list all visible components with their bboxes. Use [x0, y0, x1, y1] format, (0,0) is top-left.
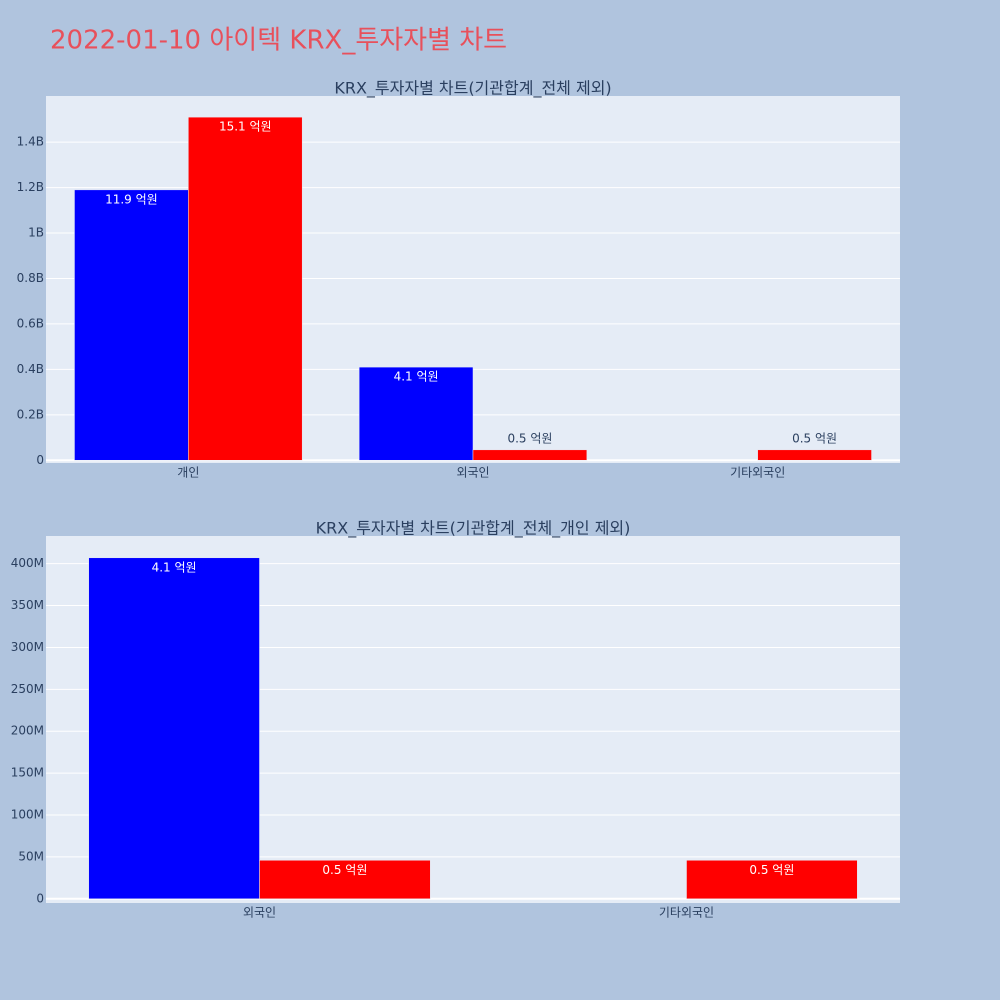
x-tick-label: 외국인	[243, 906, 276, 920]
bar	[358, 366, 474, 461]
chart-title: KRX_투자자별 차트(기관합계_전체 제외)	[334, 79, 611, 99]
y-tick-label: 0.2B	[17, 407, 44, 421]
bar	[757, 449, 872, 461]
value-label: 4.1 억원	[152, 560, 197, 574]
x-tick-label: 외국인	[456, 466, 489, 480]
x-tick-label: 개인	[177, 466, 199, 480]
y-tick-label: 1.4B	[17, 135, 44, 149]
y-tick-label: 150M	[11, 766, 44, 780]
value-label: 4.1 억원	[394, 370, 439, 384]
y-tick-label: 0.6B	[17, 316, 44, 330]
y-tick-label: 1B	[28, 226, 44, 240]
y-tick-label: 0.8B	[17, 271, 44, 285]
y-tick-label: 0	[36, 453, 44, 467]
x-tick-label: 기타외국인	[730, 466, 785, 480]
value-label: 0.5 억원	[792, 431, 837, 445]
y-tick-label: 350M	[11, 598, 44, 612]
bar	[74, 189, 189, 461]
y-tick-label: 0.4B	[17, 362, 44, 376]
y-tick-label: 400M	[11, 556, 44, 570]
x-tick-label: 기타외국인	[659, 906, 714, 920]
y-tick-label: 300M	[11, 640, 44, 654]
y-tick-label: 250M	[11, 682, 44, 696]
page-title: 2022-01-10 아이텍 KRX_투자자별 차트	[50, 26, 507, 56]
value-label: 0.5 억원	[507, 431, 552, 445]
bar	[88, 557, 260, 900]
bar	[472, 449, 588, 461]
y-tick-label: 1.2B	[17, 180, 44, 194]
y-tick-label: 0	[36, 891, 44, 905]
value-label: 11.9 억원	[105, 192, 158, 206]
y-tick-label: 50M	[18, 849, 44, 863]
value-label: 0.5 억원	[322, 863, 367, 877]
bar	[259, 860, 431, 900]
bar	[188, 116, 303, 461]
value-label: 15.1 억원	[219, 120, 272, 134]
chart-title: KRX_투자자별 차트(기관합계_전체_개인 제외)	[316, 519, 631, 539]
bar	[686, 860, 858, 900]
y-tick-label: 100M	[11, 808, 44, 822]
y-tick-label: 200M	[11, 724, 44, 738]
value-label: 0.5 억원	[749, 863, 794, 877]
